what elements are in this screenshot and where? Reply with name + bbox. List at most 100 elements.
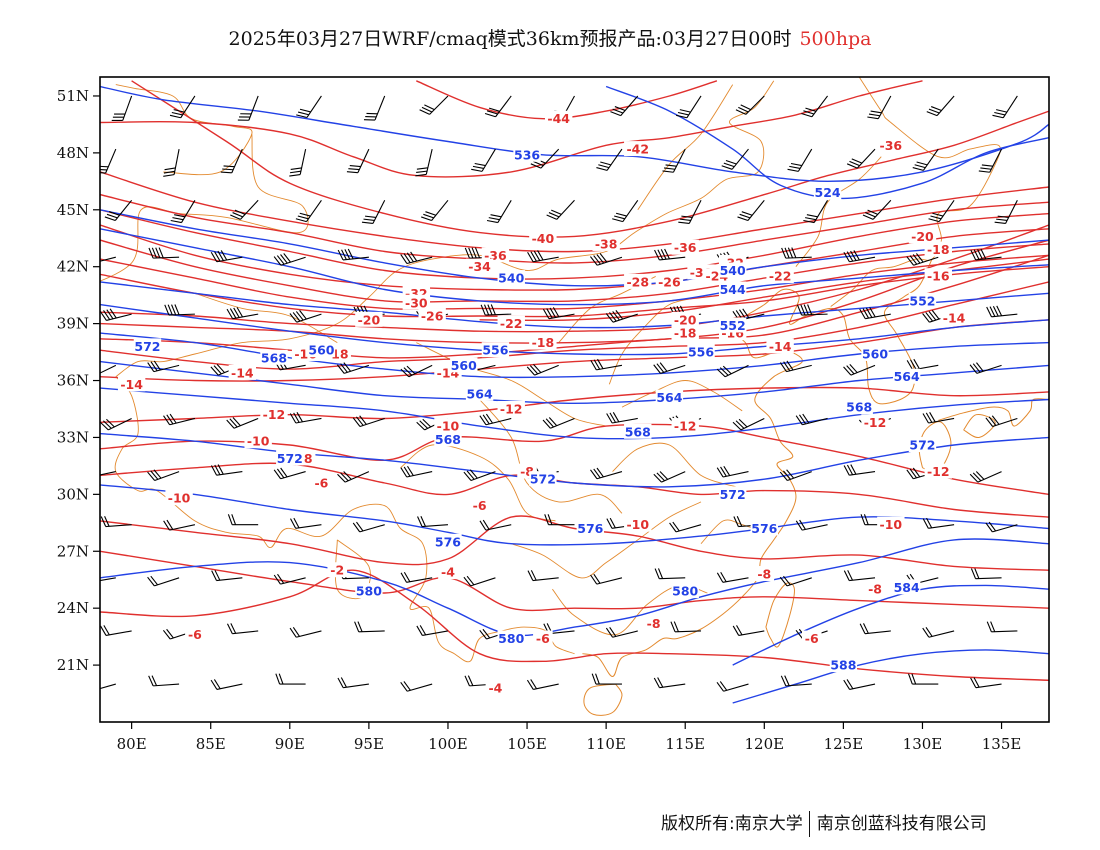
- height-contour-label: 564: [467, 386, 493, 401]
- wind-barb: [732, 417, 765, 431]
- height-contour-label: 568: [261, 350, 287, 365]
- lon-tick-label: 85E: [196, 735, 226, 753]
- height-contour-label: 540: [720, 263, 746, 278]
- wind-barb: [922, 626, 955, 638]
- temperature-label-bg: [355, 311, 383, 327]
- title-main: 2025年03月27日WRF/cmaq模式36km预报产品:03月27日00时: [228, 28, 792, 50]
- temperature-contour-label: -6: [536, 631, 550, 646]
- height-label-bg: [750, 520, 778, 536]
- height-contour-label: 580: [356, 584, 382, 599]
- height-label-bg: [481, 342, 510, 358]
- wind-barb: [237, 95, 259, 121]
- wind-barb: [653, 471, 686, 483]
- temperature-contour-label: -6: [314, 475, 328, 490]
- temperature-label-bg: [228, 364, 257, 380]
- height-contour-label: 568: [435, 432, 461, 447]
- temperature-contour-label: -12: [263, 407, 286, 422]
- wind-barb: [486, 200, 512, 224]
- temperature-contour: [100, 550, 1049, 612]
- lon-tick-label: 130E: [903, 735, 943, 753]
- temperature-label-bg: [592, 235, 620, 251]
- height-contour-label: 572: [277, 451, 303, 466]
- temperature-contour: [100, 515, 1049, 571]
- height-contour-label: 572: [720, 487, 746, 502]
- wind-barb: [400, 571, 433, 583]
- temperature-label-bg: [865, 581, 885, 597]
- wind-barb: [400, 251, 433, 265]
- wind-barb: [795, 413, 828, 426]
- wind-barb: [735, 95, 765, 115]
- temperature-label-bg: [327, 562, 348, 578]
- height-contour: [100, 360, 1049, 405]
- height-label-bg: [434, 533, 462, 549]
- lat-tick-label: 36N: [57, 372, 89, 390]
- temperature-contour-label: -4: [441, 565, 455, 580]
- height-contour-label: 580: [672, 584, 698, 599]
- temperature-label-bg: [497, 315, 525, 331]
- wind-barb: [922, 412, 955, 424]
- temperature-label-bg: [185, 626, 205, 642]
- temperature-contour-label: -26: [421, 309, 444, 324]
- temperature-label-bg: [940, 309, 968, 325]
- height-label-bg: [813, 184, 842, 200]
- wind-barb: [147, 360, 180, 373]
- temperature-contour: [100, 462, 1049, 518]
- temperature-label-bg: [924, 268, 952, 284]
- wind-barb: [843, 679, 876, 691]
- title-level: 500hpa: [799, 28, 872, 50]
- temperature-label-bg: [117, 376, 146, 392]
- temperature-label-bg: [877, 137, 905, 153]
- height-contour: [100, 538, 1049, 637]
- lat-tick-label: 27N: [57, 542, 89, 560]
- wind-barb: [363, 95, 386, 121]
- temperature-label-bg: [497, 400, 525, 416]
- wind-barb: [100, 625, 132, 636]
- wind-barb: [994, 200, 1018, 225]
- wind-barb: [590, 358, 623, 371]
- temperature-contour-label: -16: [927, 269, 950, 284]
- temperature-contour-label: -38: [595, 236, 618, 251]
- wind-barb: [400, 681, 433, 692]
- wind-barb: [526, 364, 559, 376]
- wind-barb: [163, 413, 196, 426]
- temperature-contour-label: -30: [405, 295, 428, 310]
- border-line: [479, 399, 623, 514]
- height-contour: [732, 649, 1049, 704]
- temperature-label-bg: [877, 516, 905, 532]
- lon-tick-label: 95E: [354, 735, 384, 753]
- wind-barb: [985, 415, 1018, 428]
- wind-barb: [220, 148, 243, 174]
- temperature-label-bg: [766, 338, 794, 354]
- temperature-contour-label: -22: [769, 269, 792, 284]
- border-line: [114, 376, 575, 663]
- height-label-bg: [450, 357, 478, 373]
- temperature-label-bg: [754, 566, 775, 582]
- wind-barb: [147, 575, 180, 587]
- wind-barb: [100, 364, 117, 374]
- longitude-axis: 80E 85E 90E 95E 100E 105E 110E 115E 120E 125E 130E…: [117, 722, 1022, 753]
- wind-barb: [859, 623, 891, 635]
- copyright-left: 版权所有:南京大学: [661, 814, 803, 834]
- lon-tick-label: 120E: [745, 735, 785, 753]
- wind-barb: [415, 148, 433, 177]
- height-label-bg: [655, 389, 684, 405]
- wind-barb: [928, 199, 955, 223]
- wind-barb: [463, 469, 496, 481]
- temperature-contour-label: -8: [868, 582, 882, 597]
- wind-barb: [669, 521, 702, 533]
- height-contour-label: 540: [498, 271, 524, 286]
- temperature-contour-label: -36: [880, 138, 903, 153]
- height-label-bg: [260, 349, 288, 365]
- wind-barb: [912, 148, 939, 171]
- lon-tick-label: 135E: [982, 735, 1022, 753]
- wind-barb: [732, 625, 765, 636]
- temperature-contour-label: -14: [120, 377, 143, 392]
- coastline: [765, 582, 795, 648]
- border-line: [100, 133, 309, 282]
- lat-tick-label: 42N: [57, 258, 89, 276]
- height-contour-label: 580: [498, 631, 524, 646]
- height-label-bg: [908, 437, 937, 453]
- temperature-contour-label: -42: [626, 142, 649, 157]
- wind-barb: [226, 417, 259, 429]
- height-label-bg: [465, 385, 494, 401]
